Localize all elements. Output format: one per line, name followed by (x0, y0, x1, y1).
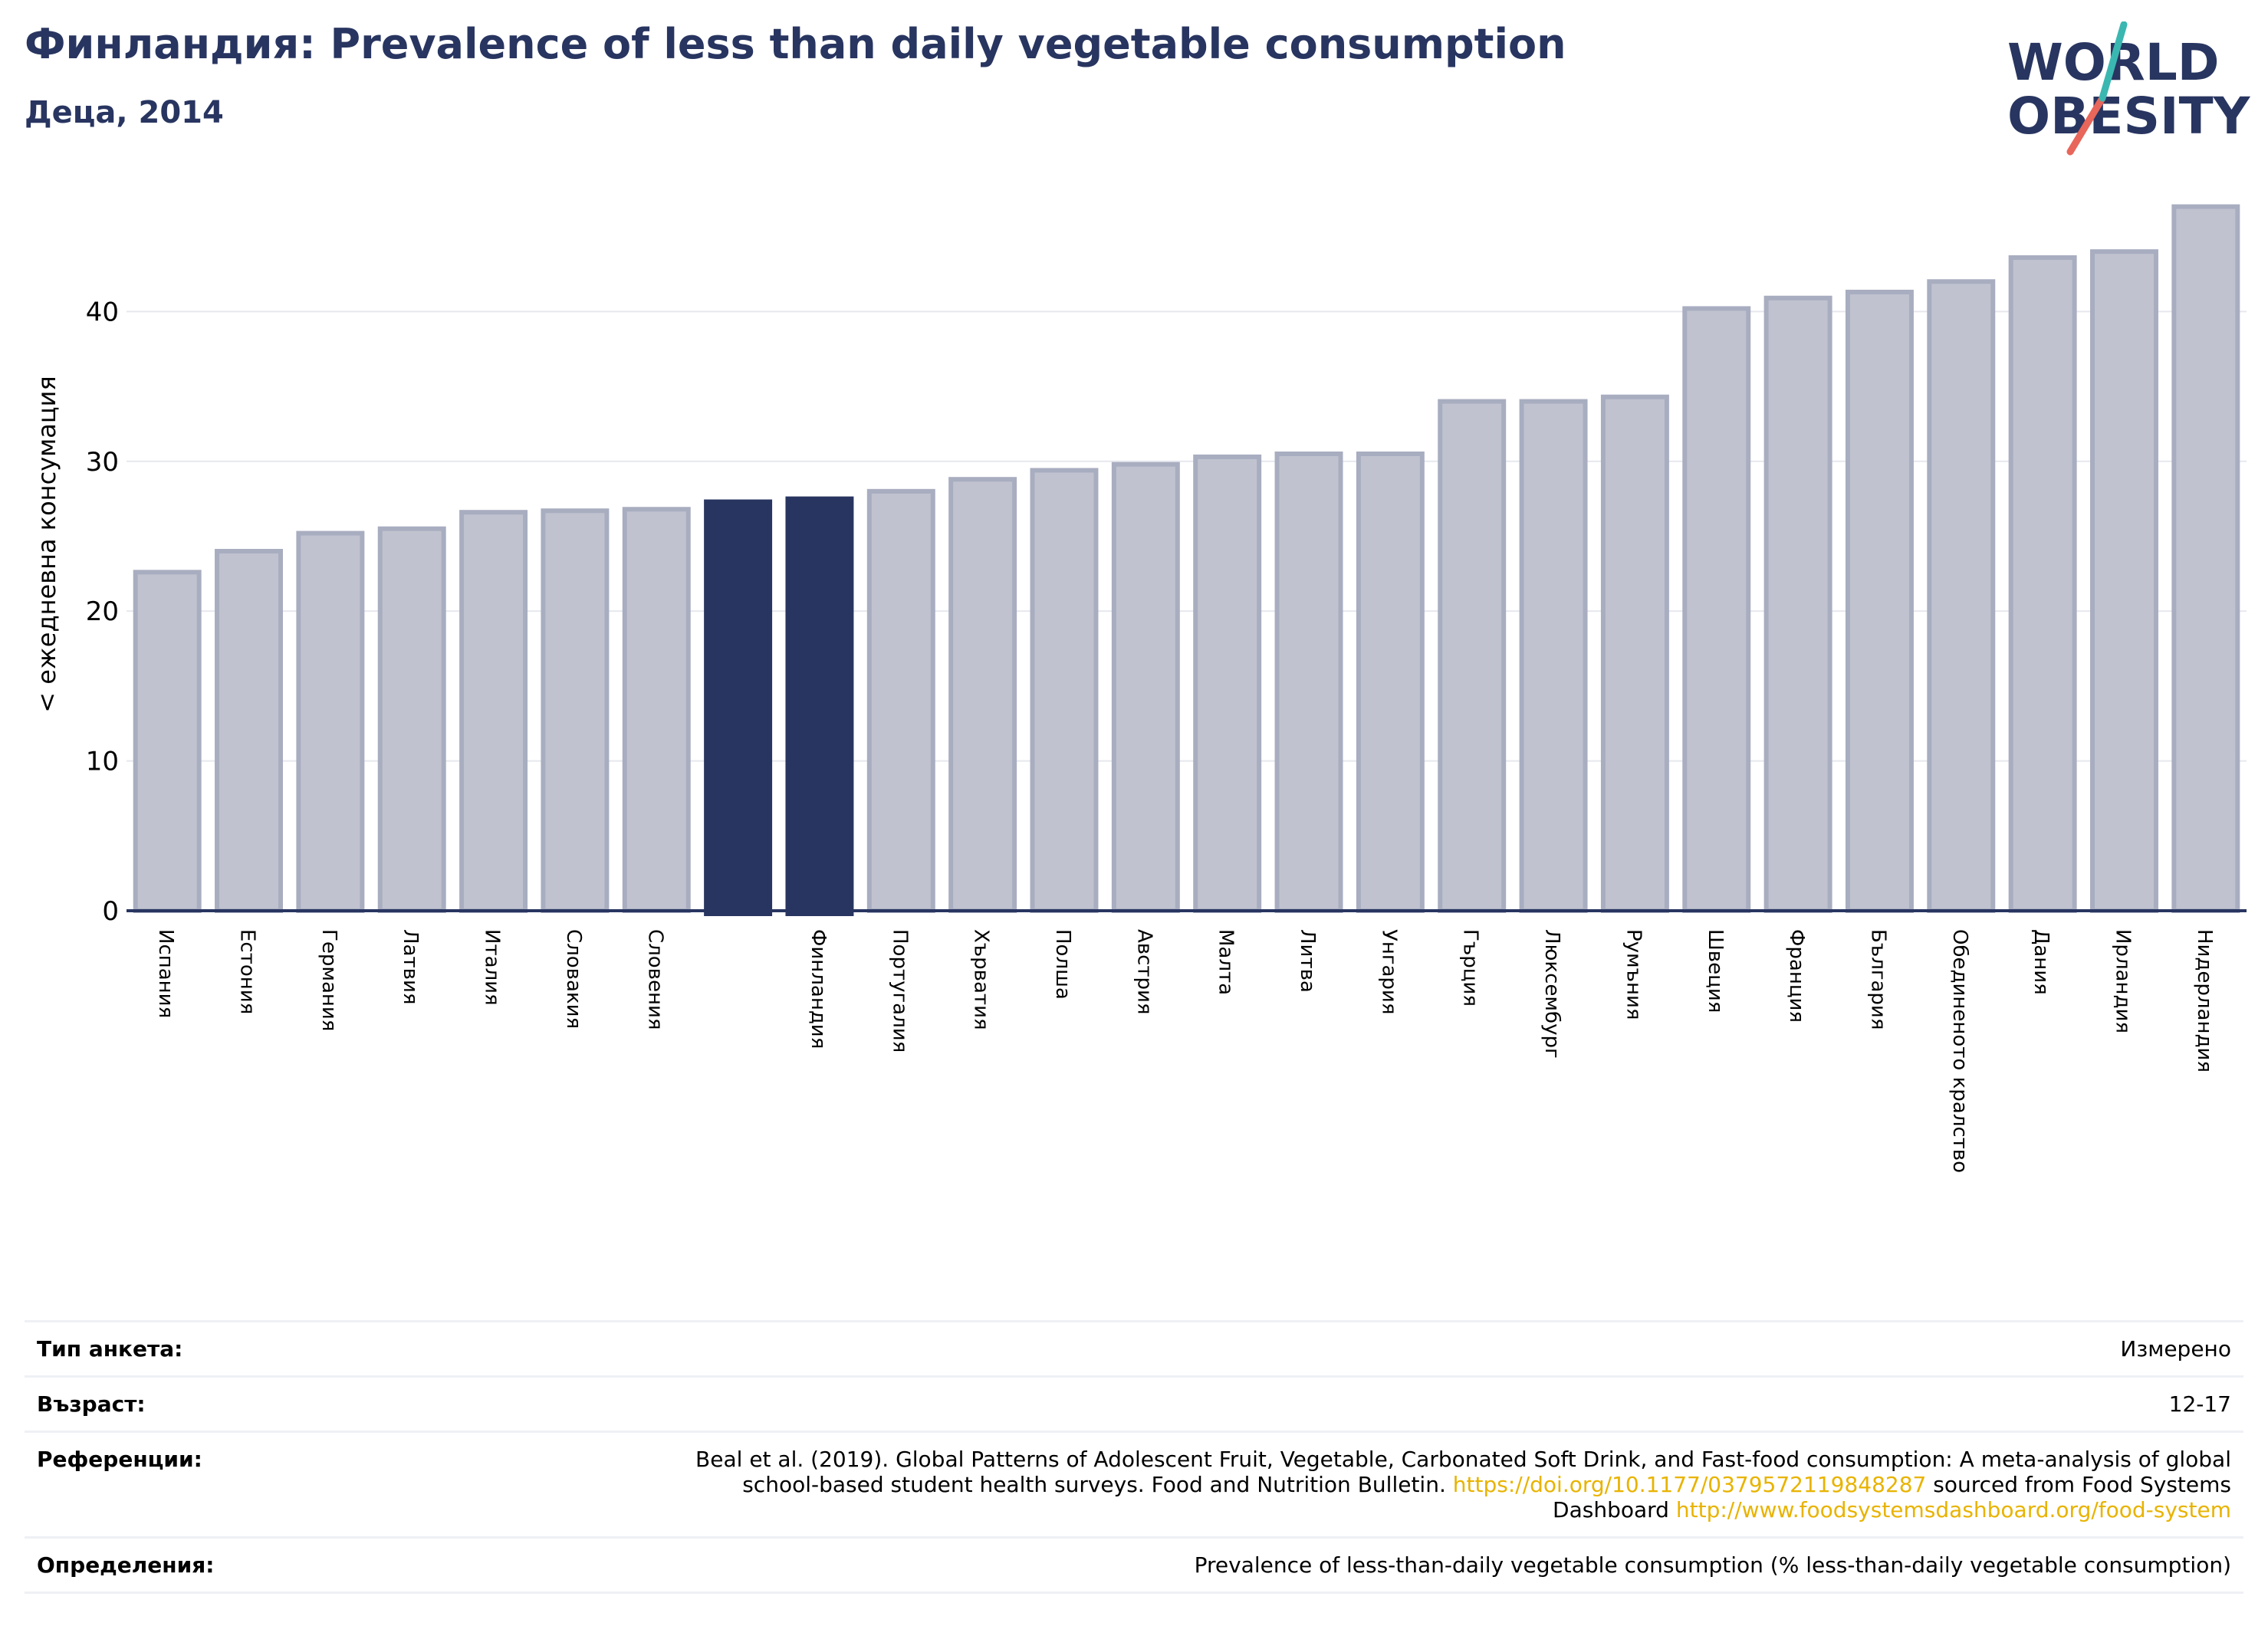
x-tick-label: Италия (481, 929, 504, 1006)
bar-България (1845, 289, 1914, 914)
bar-Литва (1274, 451, 1343, 913)
age-value: 12-17 (2168, 1391, 2231, 1417)
age-row: Възраст: 12-17 (25, 1375, 2243, 1431)
references-dashboard-link[interactable]: http://www.foodsystemsdashboard.org/food… (1675, 1497, 2231, 1523)
x-tick-label: Естония (236, 929, 259, 1014)
svg-text:OBESITY: OBESITY (2007, 87, 2251, 146)
labels: 0 10 20 30 40 Испания Естония Германия Латвия Ита… (86, 297, 2216, 1173)
bar-unlabeled (704, 499, 773, 916)
x-tick-label: България (1866, 929, 1889, 1030)
x-tick-label: Нидерландия (2193, 929, 2216, 1073)
survey-type-value: Измерено (2120, 1336, 2231, 1362)
bar-Нидерландия (2171, 204, 2240, 913)
x-tick-label: Финландия (807, 929, 830, 1049)
x-tick-label: Португалия (888, 929, 911, 1053)
x-tick-label: Австрия (1132, 929, 1155, 1015)
x-tick-label: Литва (1296, 929, 1319, 993)
bar-Полша (1030, 468, 1099, 913)
bar-Словения (622, 507, 691, 913)
x-tick-label: Гърция (1459, 929, 1482, 1007)
x-tick-label: Хърватия (970, 929, 993, 1030)
bar-Румъния (1600, 394, 1669, 913)
world-obesity-logo: WORLD OBESITY (2007, 21, 2251, 156)
x-tick-label: Словакия (562, 929, 585, 1029)
x-tick-label: Обединеното кралство (1948, 929, 1971, 1173)
references-label: Референции: (37, 1447, 202, 1473)
references-doi-link[interactable]: https://doi.org/10.1177/0379572119848287 (1452, 1472, 1927, 1498)
x-tick-label: Полша (1051, 929, 1074, 1000)
y-tick-label: 10 (86, 747, 119, 777)
definitions-value: Prevalence of less-than-daily vegetable … (1194, 1552, 2231, 1578)
references-row: Референции: Beal et al. (2019). Global P… (25, 1431, 2243, 1536)
age-label: Възраст: (37, 1391, 146, 1417)
bar-Люксембург (1519, 399, 1588, 913)
bar-Португалия (866, 488, 935, 913)
bar-Хърватия (948, 477, 1017, 913)
bar-Франция (1763, 295, 1832, 913)
bar-Дания (2008, 255, 2077, 913)
definitions-row: Определения: Prevalence of less-than-dai… (25, 1536, 2243, 1595)
references-text-2: sourced from Food Systems Dashboard (1553, 1472, 2231, 1523)
bar-Естония (215, 549, 283, 913)
y-axis-label: < ежедневна консумация (32, 376, 61, 712)
x-tick-label: Унгария (1377, 929, 1400, 1014)
x-tick-label: Германия (317, 929, 340, 1031)
x-tick-label: Малта (1215, 929, 1238, 995)
bar-Малта (1193, 454, 1262, 913)
chart-title: Финландия: Prevalence of less than daily… (25, 20, 1566, 68)
bar-Финландия (785, 496, 854, 916)
bar-Латвия (377, 526, 446, 913)
x-tick-label: Дания (2030, 929, 2053, 995)
y-tick-label: 30 (86, 447, 119, 478)
bars (133, 204, 2240, 916)
chart-subtitle: Деца, 2014 (25, 95, 224, 130)
bar-Германия (296, 531, 365, 913)
references-value: Beal et al. (2019). Global Patterns of A… (659, 1447, 2231, 1523)
x-tick-label: Франция (1785, 929, 1808, 1023)
definitions-label: Определения: (37, 1552, 215, 1578)
bar-Обединеното кралство (1927, 279, 1996, 913)
bar-Унгария (1356, 451, 1425, 913)
bar-Испания (133, 570, 202, 913)
bar-Ирландия (2090, 249, 2158, 913)
survey-type-row: Тип анкета: Измерено (25, 1320, 2243, 1375)
references-text-1: Beal et al. (2019). Global Patterns of A… (695, 1447, 2231, 1498)
bar-chart: 0 10 20 30 40 Испания Естония Германия Латвия Ита… (32, 204, 2247, 1173)
x-tick-label: Ирландия (2111, 929, 2134, 1033)
bar-Италия (459, 510, 528, 913)
bar-Австрия (1111, 462, 1180, 913)
x-tick-label: Швеция (1704, 929, 1727, 1013)
bar-Словакия (541, 508, 610, 913)
x-tick-label: Люксембург (1540, 929, 1563, 1059)
survey-type-label: Тип анкета: (37, 1336, 183, 1362)
x-tick-label: Испания (154, 929, 177, 1018)
bar-Гърция (1438, 399, 1507, 913)
x-tick-label: Румъния (1622, 929, 1645, 1020)
x-tick-label: Латвия (399, 929, 422, 1005)
bar-Швеция (1682, 306, 1751, 913)
y-tick-label: 0 (102, 896, 119, 927)
x-tick-label: Словения (643, 929, 666, 1030)
metadata-table: Тип анкета: Измерено Възраст: 12-17 Рефе… (25, 1320, 2243, 1595)
y-tick-label: 40 (86, 297, 119, 327)
y-tick-label: 20 (86, 596, 119, 627)
